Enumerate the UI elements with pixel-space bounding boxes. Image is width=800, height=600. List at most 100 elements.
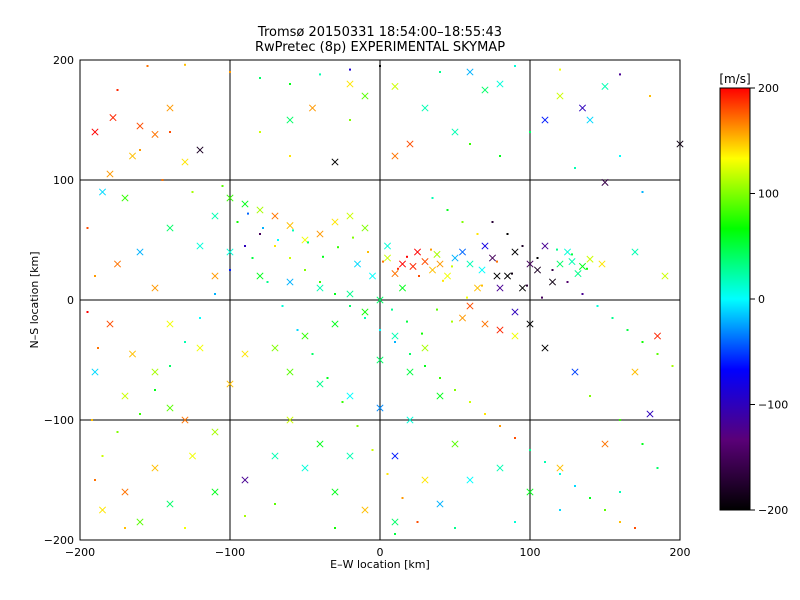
data-point-dot-marker bbox=[476, 233, 479, 235]
data-point-dot-marker bbox=[139, 149, 141, 151]
data-point-dot-marker bbox=[439, 71, 441, 73]
data-point-x-marker bbox=[481, 320, 489, 328]
data-point-x-marker bbox=[421, 344, 429, 352]
data-point-x-marker bbox=[586, 116, 594, 124]
data-point-dot-marker bbox=[236, 221, 239, 223]
data-point-dot-marker bbox=[367, 251, 369, 253]
data-point-dot-marker bbox=[184, 63, 186, 66]
data-point-dot-marker bbox=[491, 221, 494, 223]
colorbar-tick-label: −100 bbox=[758, 399, 788, 412]
data-point-dot-marker bbox=[274, 245, 276, 247]
data-point-x-marker bbox=[346, 452, 354, 460]
data-point-x-marker bbox=[211, 272, 219, 280]
data-point-dot-marker bbox=[259, 77, 261, 79]
data-point-dot-marker bbox=[319, 73, 321, 76]
data-point-x-marker bbox=[136, 122, 144, 130]
data-point-dot-marker bbox=[97, 347, 99, 349]
data-point-dot-marker bbox=[319, 281, 321, 283]
data-point-dot-marker bbox=[514, 521, 516, 523]
colorbar-ticks: 200 100 0 −100 −200 bbox=[750, 82, 788, 517]
chart-subtitle: RwPretec (8p) EXPERIMENTAL SKYMAP bbox=[255, 40, 505, 55]
data-point-x-marker bbox=[518, 284, 527, 292]
data-point-x-marker bbox=[556, 92, 564, 100]
chart-title: Tromsø 20150331 18:54:00–18:55:43 bbox=[257, 25, 502, 40]
data-point-x-marker bbox=[346, 80, 354, 88]
data-point-dot-marker bbox=[259, 233, 261, 235]
data-point-dot-marker bbox=[274, 503, 276, 505]
data-point-x-marker bbox=[496, 284, 504, 292]
data-point-dot-marker bbox=[169, 131, 171, 133]
data-point-x-marker bbox=[451, 440, 459, 448]
data-point-x-marker bbox=[271, 344, 279, 352]
data-point-dot-marker bbox=[484, 413, 486, 415]
data-point-dot-marker bbox=[334, 293, 336, 295]
data-point-x-marker bbox=[151, 284, 159, 292]
data-point-dot-marker bbox=[184, 341, 186, 343]
x-tick-label: −100 bbox=[215, 546, 245, 559]
data-point-dot-marker bbox=[401, 497, 404, 499]
data-point-x-marker bbox=[226, 380, 234, 388]
data-point-dot-marker bbox=[589, 395, 591, 397]
data-point-x-marker bbox=[646, 410, 654, 418]
data-point-x-marker bbox=[421, 104, 429, 112]
data-point-dot-marker bbox=[191, 191, 194, 193]
data-point-x-marker bbox=[121, 392, 129, 400]
data-point-dot-marker bbox=[334, 527, 336, 529]
data-point-x-marker bbox=[526, 320, 534, 328]
data-point-dot-marker bbox=[349, 68, 351, 71]
data-point-dot-marker bbox=[277, 239, 279, 241]
data-point-x-marker bbox=[181, 416, 189, 424]
data-point-dot-marker bbox=[574, 167, 576, 169]
data-point-dot-marker bbox=[536, 257, 539, 259]
data-point-dot-marker bbox=[322, 255, 324, 258]
data-point-dot-marker bbox=[244, 515, 246, 517]
data-point-dot-marker bbox=[506, 233, 509, 235]
data-point-x-marker bbox=[346, 212, 354, 220]
data-point-x-marker bbox=[316, 230, 324, 238]
data-point-dot-marker bbox=[221, 185, 224, 187]
data-point-x-marker bbox=[361, 224, 369, 232]
data-point-dot-marker bbox=[496, 260, 498, 263]
data-point-x-marker bbox=[91, 128, 99, 136]
data-point-dot-marker bbox=[341, 401, 344, 403]
data-point-dot-marker bbox=[371, 449, 374, 451]
data-point-x-marker bbox=[511, 248, 519, 256]
data-point-x-marker bbox=[361, 92, 369, 100]
data-point-x-marker bbox=[316, 284, 324, 292]
data-point-dot-marker bbox=[461, 221, 464, 223]
data-point-x-marker bbox=[406, 368, 414, 376]
data-point-x-marker bbox=[601, 178, 609, 186]
data-point-dot-marker bbox=[619, 419, 621, 421]
data-point-x-marker bbox=[541, 344, 549, 352]
data-point-x-marker bbox=[601, 82, 609, 90]
data-point-dot-marker bbox=[101, 455, 104, 457]
data-point-dot-marker bbox=[469, 143, 471, 145]
data-point-x-marker bbox=[541, 242, 549, 250]
data-point-x-marker bbox=[301, 464, 309, 472]
data-point-x-marker bbox=[91, 368, 99, 376]
data-point-x-marker bbox=[406, 416, 414, 424]
data-point-x-marker bbox=[433, 250, 441, 258]
data-point-dot-marker bbox=[259, 131, 261, 133]
data-point-x-marker bbox=[488, 254, 497, 262]
data-point-x-marker bbox=[574, 270, 582, 278]
data-point-dot-marker bbox=[611, 317, 614, 319]
data-point-dot-marker bbox=[266, 281, 269, 283]
data-point-dot-marker bbox=[421, 332, 423, 335]
colorbar-tick-label: 200 bbox=[758, 82, 779, 95]
data-point-x-marker bbox=[428, 266, 437, 274]
data-point-x-marker bbox=[391, 452, 399, 460]
data-point-dot-marker bbox=[86, 311, 89, 313]
data-point-dot-marker bbox=[521, 245, 524, 247]
data-point-x-marker bbox=[526, 260, 534, 268]
data-point-x-marker bbox=[151, 368, 159, 376]
data-point-x-marker bbox=[109, 114, 117, 122]
data-point-dot-marker bbox=[416, 521, 419, 523]
data-point-x-marker bbox=[188, 452, 197, 460]
data-point-dot-marker bbox=[382, 260, 384, 263]
data-point-dot-marker bbox=[262, 227, 264, 229]
data-point-dot-marker bbox=[379, 329, 381, 331]
data-point-x-marker bbox=[331, 158, 339, 166]
data-point-x-marker bbox=[631, 368, 639, 376]
data-point-dot-marker bbox=[514, 437, 516, 439]
